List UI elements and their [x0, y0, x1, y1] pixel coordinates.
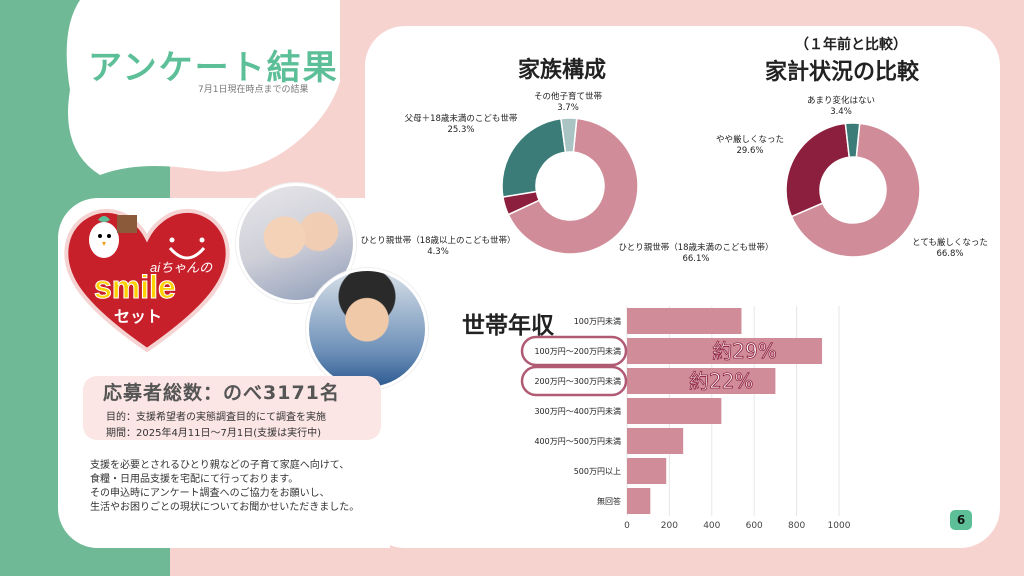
income-bar [627, 308, 742, 334]
description-line: 食糧・日用品支援を宅配にて行っております。 [90, 474, 299, 485]
finance-label-nochange: あまり変化はない 3.4% [806, 96, 875, 117]
smile-set-logo: aiちゃんの smile セット [64, 209, 230, 353]
finance-label-very: とても厳しくなった 66.8% [912, 238, 988, 259]
finance-slice [844, 122, 861, 159]
x-tick-label: 0 [624, 521, 630, 530]
y-tick-label: 無回答 [597, 496, 621, 506]
finance-slice [790, 122, 921, 258]
y-tick-label: 500万円以上 [574, 467, 621, 476]
y-tick-label: 300万円～400万円未満 [534, 406, 621, 416]
x-tick-label: 1000 [828, 521, 851, 530]
family-label-single-over18: ひとり親世帯（18歳以上のこども世帯） 4.3% [360, 236, 516, 257]
y-tick-label: 100万円未満 [574, 316, 621, 326]
family-label-single-under18: ひとり親世帯（18歳未満のこども世帯） 66.1% [618, 243, 774, 264]
family-chart-title: 家族構成 [518, 58, 607, 83]
highlight-outline [520, 365, 628, 397]
income-bar [627, 338, 823, 364]
survey-period: 期間：2025年4月11日～7月1日(支援は実行中) [106, 428, 322, 439]
child-eating-photo [306, 268, 428, 390]
income-bar [627, 458, 667, 484]
income-bar [627, 398, 722, 424]
applicant-count: 応募者総数：のべ3171名 [103, 382, 340, 404]
finance-label-slightly: やや厳しくなった 29.6% [715, 135, 784, 156]
family-label-couple: 父母＋18歳未満のこども世帯 25.3% [404, 114, 518, 135]
highlight-outline [520, 335, 628, 367]
finance-chart-title: 家計状況の比較 [765, 60, 920, 85]
finance-slice [785, 122, 851, 218]
main-panel [365, 26, 1000, 548]
income-bar [627, 428, 684, 454]
page-subtitle: 7月1日現在時点までの結果 [198, 85, 309, 95]
y-tick-label: 400万円～500万円未満 [534, 436, 621, 446]
x-tick-label: 200 [661, 521, 678, 530]
x-tick-label: 800 [788, 521, 805, 530]
family-donut-chart [501, 117, 639, 255]
page-title: アンケート結果 [88, 48, 339, 88]
bar-annotation: 約29% [712, 339, 776, 363]
logo-brand-main: smile [94, 269, 176, 305]
finance-chart-subtitle: （１年前と比較） [795, 37, 907, 53]
logo-brand-bottom: セット [114, 307, 162, 326]
income-chart-title: 世帯年収 [462, 313, 554, 339]
income-bar [627, 488, 651, 514]
bar-annotation: 約22% [689, 369, 753, 393]
title-blob [66, 0, 340, 175]
description-line: その申込時にアンケート調査へのご協力をお願いし、 [90, 488, 330, 499]
y-tick-label: 200万円～300万円未満 [534, 376, 621, 386]
finance-donut-chart [785, 122, 921, 258]
x-tick-label: 400 [703, 521, 720, 530]
income-bar-chart: 0 200 400 600 800 1000 100万円未満 100万円～200万円未満 200… [520, 306, 851, 530]
survey-purpose: 目的：支援希望者の実態調査目的にて調査を実施 [106, 412, 326, 423]
description-line: 支援を必要とされるひとり親などの子育て家庭へ向けて、 [90, 460, 350, 471]
box-icon [117, 215, 137, 233]
description-line: 生活やお困りごとの現状についてお聞かせいただきました。 [90, 502, 360, 513]
income-bar [627, 368, 776, 394]
family-slice [560, 117, 578, 154]
y-tick-label: 100万円～200万円未満 [534, 346, 621, 356]
x-tick-label: 600 [746, 521, 763, 530]
chick-mascot-icon [89, 216, 119, 258]
stats-box [83, 376, 381, 440]
page-number: 6 [950, 510, 972, 530]
family-slice [507, 117, 639, 255]
family-label-other: その他子育て世帯 3.7% [533, 92, 602, 113]
description: 支援を必要とされるひとり親などの子育て家庭へ向けて、 食糧・日用品支援を宅配にて… [90, 459, 390, 515]
logo-brand-top: aiちゃんの [150, 260, 213, 275]
